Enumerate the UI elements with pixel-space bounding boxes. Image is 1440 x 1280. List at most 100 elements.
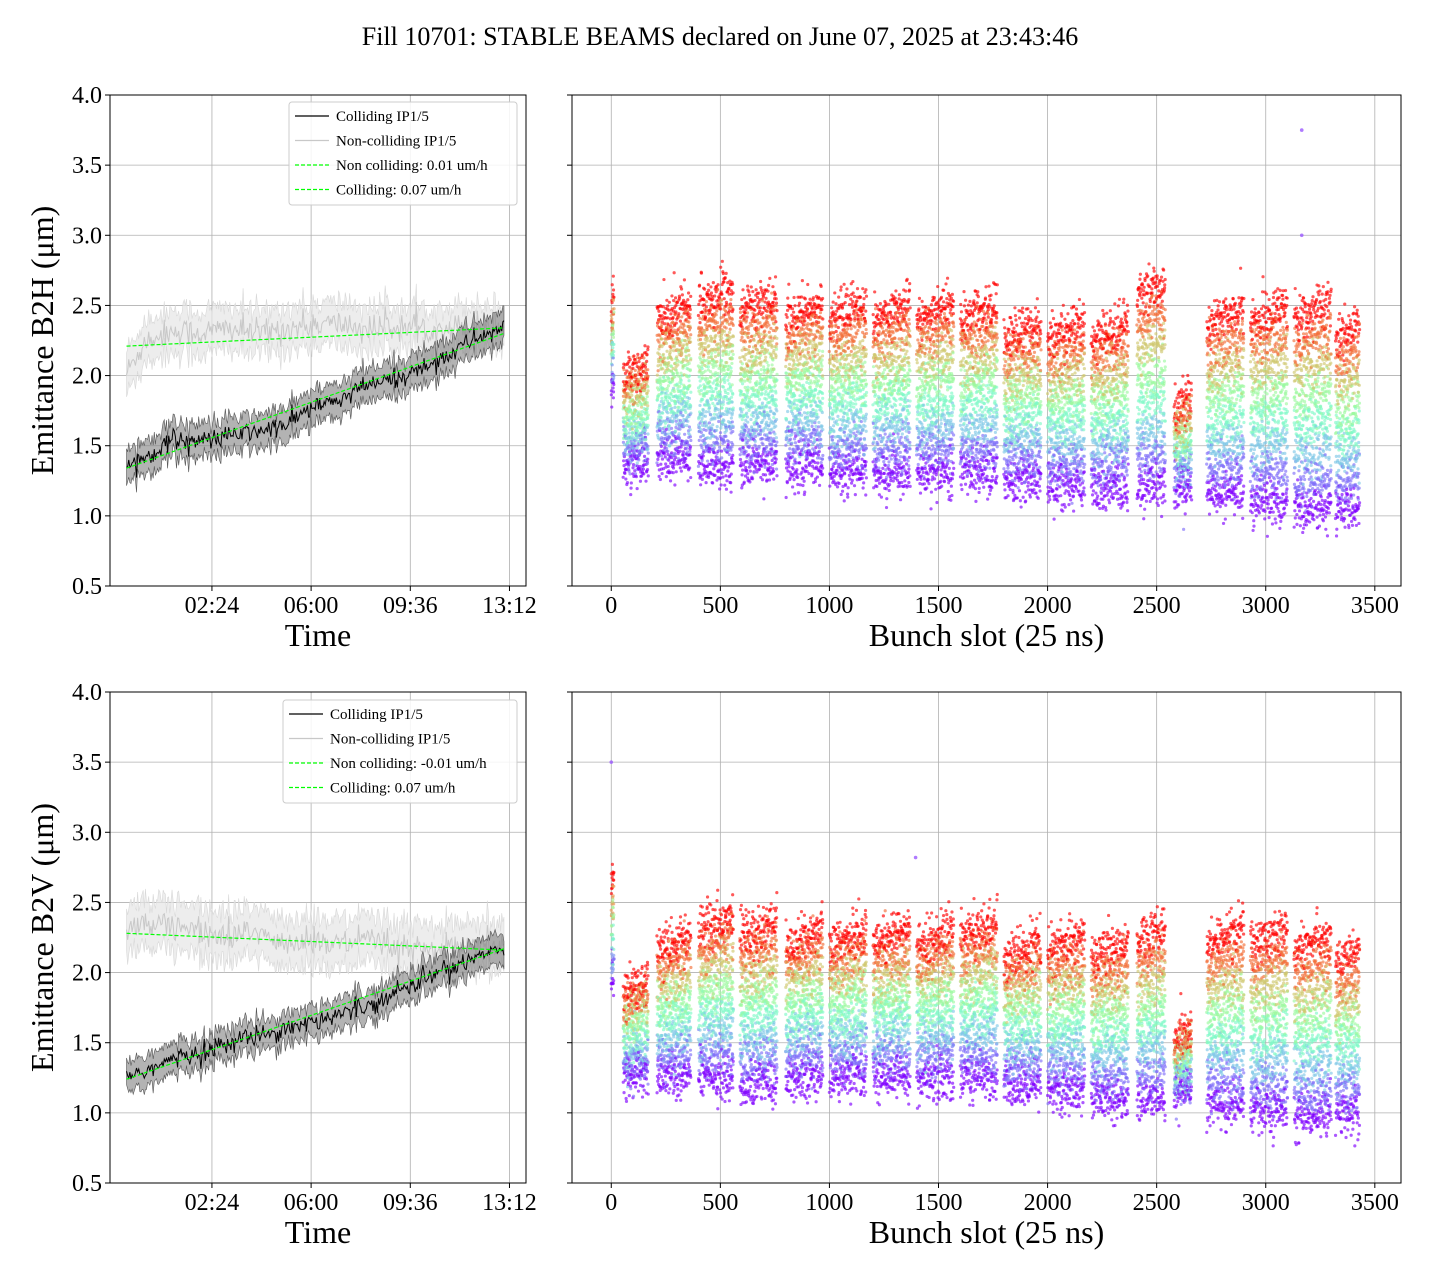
scatter-point — [679, 378, 683, 383]
scatter-point — [809, 301, 813, 305]
scatter-point — [820, 296, 825, 301]
scatter-point — [840, 445, 844, 449]
scatter-point — [849, 409, 853, 413]
scatter-point — [770, 339, 774, 343]
scatter-point — [673, 375, 677, 379]
scatter-point — [738, 356, 742, 360]
scatter-point — [855, 380, 859, 384]
scatter-point — [704, 481, 708, 485]
scatter-point — [807, 443, 811, 447]
scatter-point — [787, 321, 791, 325]
scatter-point — [840, 423, 844, 427]
scatter-point — [767, 330, 771, 334]
scatter-point — [624, 477, 628, 481]
scatter-point — [745, 415, 750, 419]
scatter-point — [800, 413, 804, 417]
scatter-point — [612, 310, 616, 314]
scatter-point — [731, 392, 735, 396]
scatter-point — [768, 431, 773, 435]
scatter-point — [637, 453, 642, 457]
scatter-point — [684, 356, 689, 360]
scatter-point — [741, 468, 745, 472]
scatter-point — [629, 486, 633, 490]
scatter-point — [701, 411, 705, 415]
scatter-point — [727, 465, 731, 469]
scatter-point — [820, 358, 824, 362]
scatter-point — [820, 354, 825, 358]
scatter-point — [785, 308, 790, 312]
scatter-point — [792, 310, 796, 314]
scatter-point — [729, 395, 734, 399]
scatter-point — [706, 459, 710, 463]
scatter-point — [707, 344, 711, 348]
scatter-point — [839, 492, 843, 497]
scatter-point — [683, 339, 687, 343]
scatter-point — [711, 481, 715, 485]
scatter-point — [747, 324, 751, 329]
scatter-point — [643, 428, 648, 432]
scatter-point — [660, 396, 664, 400]
scatter-point — [771, 300, 775, 304]
scatter-point — [832, 364, 837, 368]
scatter-point — [850, 478, 854, 482]
scatter-point — [745, 468, 749, 472]
scatter-point — [764, 333, 768, 337]
scatter-point — [708, 380, 712, 384]
scatter-point — [770, 312, 774, 316]
scatter-point — [755, 383, 759, 387]
scatter-point — [852, 294, 857, 299]
scatter-point — [806, 361, 810, 365]
scatter-point — [841, 401, 845, 405]
scatter-point — [708, 450, 712, 454]
scatter-point — [748, 480, 752, 484]
scatter-point — [757, 444, 761, 448]
scatter-point — [642, 472, 646, 476]
scatter-point — [792, 333, 796, 338]
scatter-point — [771, 285, 775, 289]
scatter-point — [627, 431, 631, 435]
scatter-point — [646, 423, 650, 427]
scatter-point — [699, 357, 703, 362]
scatter-point — [741, 407, 745, 411]
scatter-point — [688, 466, 692, 470]
scatter-point — [671, 334, 675, 338]
scatter-point — [855, 332, 859, 336]
scatter-point — [852, 394, 856, 398]
scatter-point — [854, 433, 858, 438]
scatter-point — [710, 386, 714, 391]
scatter-point — [704, 300, 708, 304]
scatter-point — [785, 342, 789, 346]
scatter-point — [724, 464, 728, 468]
scatter-point — [801, 327, 805, 331]
scatter-point — [819, 460, 823, 465]
scatter-point — [786, 384, 790, 388]
scatter-point — [809, 328, 813, 332]
scatter-point — [831, 300, 835, 304]
scatter-point — [729, 481, 733, 485]
scatter-point — [677, 405, 681, 409]
scatter-point — [686, 291, 691, 295]
scatter-point — [846, 346, 850, 350]
scatter-point — [729, 472, 733, 476]
scatter-point — [820, 334, 824, 338]
scatter-point — [774, 320, 778, 324]
scatter-point — [821, 374, 825, 378]
scatter-point — [855, 354, 859, 358]
scatter-point — [715, 321, 720, 325]
scatter-point — [731, 442, 735, 447]
scatter-point — [656, 369, 660, 373]
scatter-point — [851, 279, 855, 284]
scatter-point — [704, 305, 708, 309]
scatter-point — [730, 411, 735, 415]
scatter-point — [671, 466, 676, 470]
scatter-point — [767, 417, 771, 421]
x-tick-label: 02:24 — [185, 593, 240, 619]
scatter-point — [845, 287, 849, 291]
scatter-point — [759, 368, 763, 372]
scatter-point — [739, 389, 743, 393]
scatter-point — [836, 414, 840, 418]
y-tick-label: 3.0 — [72, 223, 102, 249]
scatter-point — [854, 402, 858, 406]
scatter-point — [697, 438, 701, 442]
scatter-point — [817, 349, 821, 353]
